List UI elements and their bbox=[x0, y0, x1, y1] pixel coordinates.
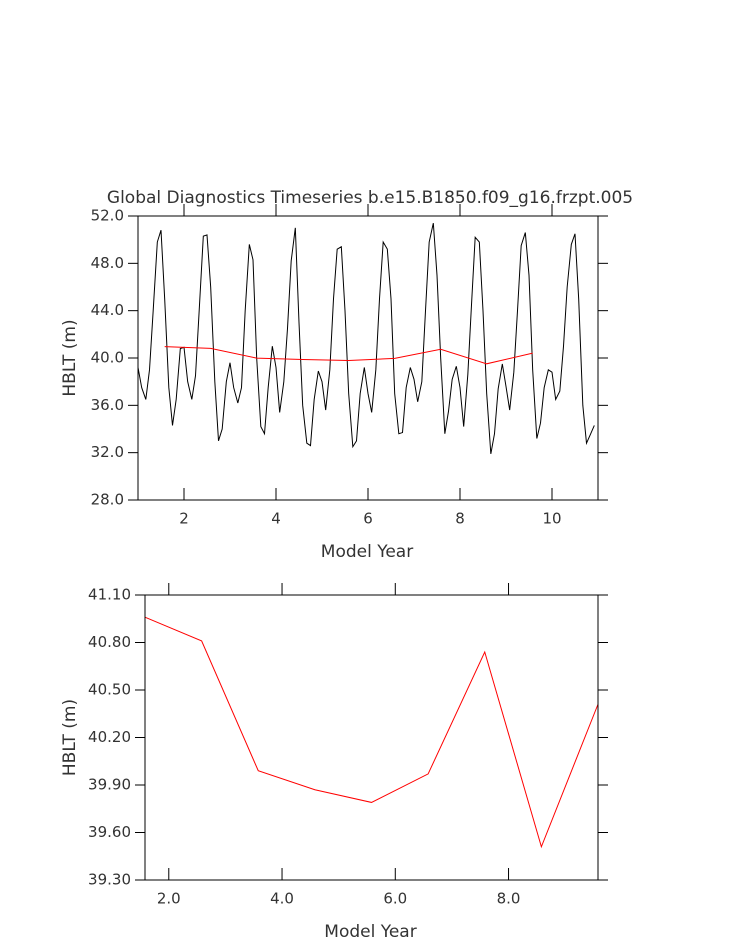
y-tick-label: 40.50 bbox=[88, 681, 131, 699]
y-tick-label: 44.0 bbox=[91, 301, 124, 319]
y-tick-label: 40.20 bbox=[88, 728, 131, 746]
plot-frame bbox=[137, 215, 599, 501]
data-line bbox=[164, 346, 533, 365]
y-tick-label: 40.80 bbox=[88, 633, 131, 651]
x-axis-label: Model Year bbox=[321, 542, 413, 562]
plot-frame bbox=[144, 594, 599, 881]
y-axis-label: HBLT (m) bbox=[60, 319, 80, 396]
x-axis-label: Model Year bbox=[324, 922, 416, 942]
y-tick-label: 39.60 bbox=[88, 823, 131, 841]
x-tick-label: 4.0 bbox=[270, 890, 294, 908]
y-tick-label: 48.0 bbox=[91, 254, 124, 272]
chart-title: Global Diagnostics Timeseries b.e15.B185… bbox=[107, 188, 633, 208]
x-tick-label: 10 bbox=[542, 510, 561, 528]
y-tick-label: 52.0 bbox=[91, 207, 124, 225]
data-line bbox=[144, 616, 599, 849]
data-line bbox=[137, 222, 595, 454]
x-tick-label: 4 bbox=[271, 510, 281, 528]
y-tick-label: 36.0 bbox=[91, 396, 124, 414]
x-tick-label: 6 bbox=[363, 510, 373, 528]
y-tick-label: 40.0 bbox=[91, 349, 124, 367]
x-tick-label: 6.0 bbox=[383, 890, 407, 908]
x-tick-label: 2.0 bbox=[157, 890, 181, 908]
y-axis-label: HBLT (m) bbox=[60, 699, 80, 776]
y-tick-label: 28.0 bbox=[91, 491, 124, 509]
x-tick-label: 2 bbox=[179, 510, 189, 528]
y-tick-label: 39.90 bbox=[88, 776, 131, 794]
y-tick-label: 41.10 bbox=[88, 586, 131, 604]
y-tick-label: 32.0 bbox=[91, 443, 124, 461]
x-tick-label: 8 bbox=[455, 510, 465, 528]
y-tick-label: 39.30 bbox=[88, 871, 131, 889]
x-tick-label: 8.0 bbox=[497, 890, 521, 908]
